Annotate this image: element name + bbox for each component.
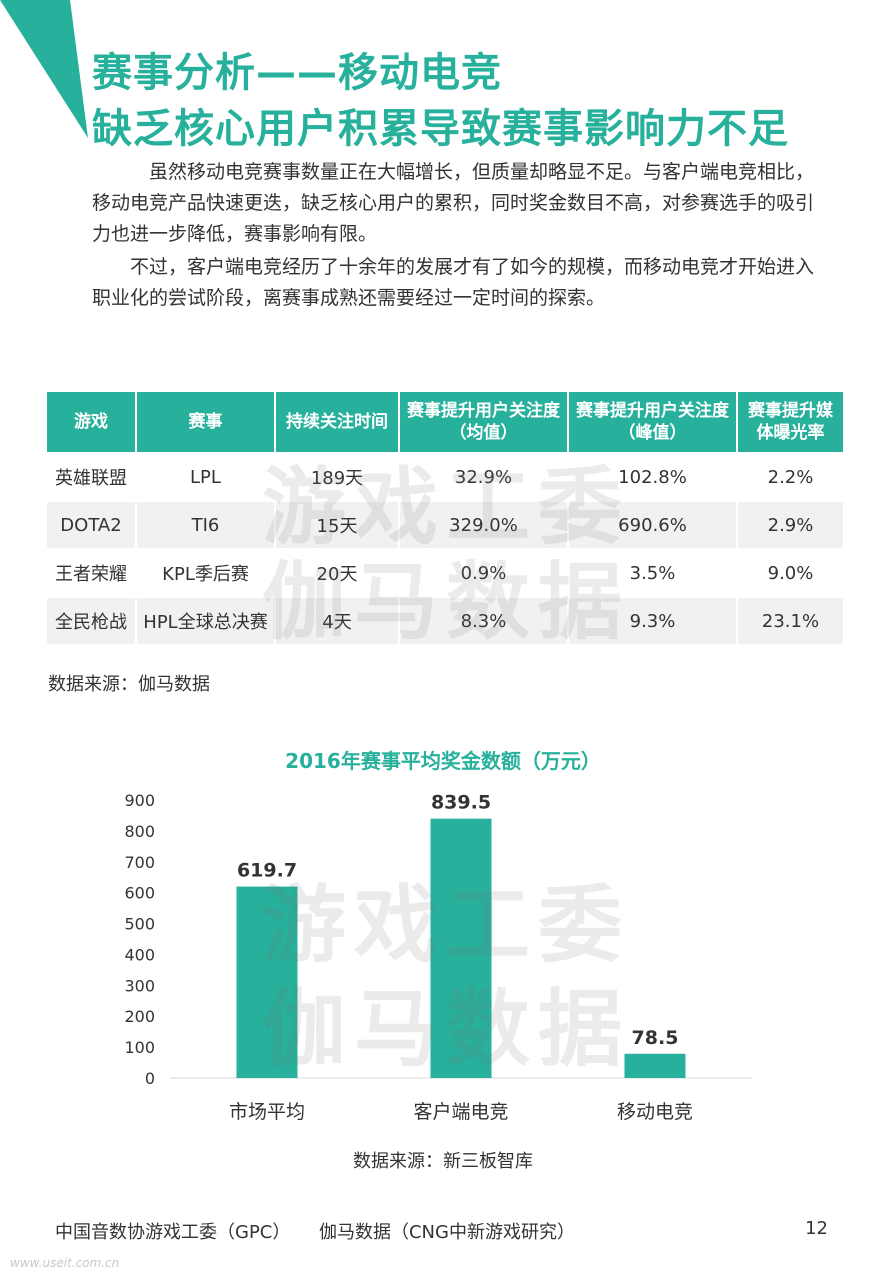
cell-avg: 329.0% — [400, 502, 567, 548]
corner-triangle-decoration — [0, 0, 88, 138]
y-tick-label: 400 — [124, 945, 155, 964]
cell-avg: 0.9% — [460, 562, 507, 584]
cell-duration: 189天 — [310, 468, 364, 489]
table-row: 英雄联盟 LPL 189天 32.9% 102.8% 2.2% — [47, 454, 843, 500]
x-axis-labels: 市场平均 客户端电竞 移动电竞 — [229, 1101, 693, 1123]
cell-avg: 8.3% — [400, 598, 567, 644]
bar-value-label: 619.7 — [237, 860, 297, 882]
bar — [624, 1053, 686, 1078]
table-source-note: 数据来源：伽马数据 — [48, 674, 210, 695]
y-axis-ticks: 0 100 200 300 400 500 600 700 800 900 — [124, 791, 155, 1088]
footer-organization: 中国音数协游戏工委（GPC） 伽马数据（CNG中新游戏研究） — [55, 1222, 575, 1243]
page-number: 12 — [805, 1218, 828, 1239]
header-attention-avg: 赛事提升用户关注度（均值） — [400, 392, 567, 452]
esports-impact-table: 游戏 赛事 持续关注时间 赛事提升用户关注度（均值） 赛事提升用户关注度（峰值）… — [45, 390, 845, 646]
header-event: 赛事 — [137, 392, 274, 452]
bar — [430, 818, 492, 1078]
bar — [236, 886, 298, 1078]
intro-paragraph-1: 虽然移动电竞赛事数量正在大幅增长，但质量却略显不足。与客户端电竞相比，移动电竞产… — [92, 161, 815, 245]
cell-peak: 690.6% — [569, 502, 736, 548]
cell-game: DOTA2 — [47, 502, 135, 548]
cell-event: KPL季后赛 — [162, 564, 249, 585]
cell-exposure: 2.9% — [738, 502, 843, 548]
intro-paragraph-2: 不过，客户端电竞经历了十余年的发展才有了如今的规模，而移动电竞才开始进入职业化的… — [92, 256, 815, 309]
y-tick-label: 500 — [124, 915, 155, 934]
cell-duration: 15天 — [276, 502, 398, 548]
cell-exposure: 23.1% — [738, 598, 843, 644]
y-tick-label: 800 — [124, 822, 155, 841]
cell-event: LPL — [190, 466, 221, 488]
chart-title: 2016年赛事平均奖金数额（万元） — [285, 749, 601, 773]
cell-peak: 9.3% — [569, 598, 736, 644]
header-game: 游戏 — [47, 392, 135, 452]
y-tick-label: 300 — [124, 976, 155, 995]
page-title: 赛事分析——移动电竞 — [92, 50, 502, 96]
cell-game: 王者荣耀 — [55, 564, 127, 585]
table-header-row: 游戏 赛事 持续关注时间 赛事提升用户关注度（均值） 赛事提升用户关注度（峰值）… — [47, 392, 843, 452]
cell-game: 英雄联盟 — [55, 468, 127, 489]
cell-peak: 102.8% — [618, 466, 687, 488]
bar-value-label: 78.5 — [632, 1027, 679, 1049]
cell-game: 全民枪战 — [47, 598, 135, 644]
chart-source-note: 数据来源：新三板智库 — [353, 1151, 533, 1172]
page-subtitle: 缺乏核心用户积累导致赛事影响力不足 — [92, 106, 789, 152]
bar-data-labels: 619.7 839.5 78.5 — [237, 792, 679, 1049]
site-watermark: www.useit.com.cn — [10, 1256, 120, 1270]
y-tick-label: 900 — [124, 791, 155, 810]
bar-series — [236, 818, 686, 1078]
cell-exposure: 9.0% — [767, 562, 814, 584]
x-category-label: 移动电竞 — [617, 1101, 693, 1123]
table-row: 王者荣耀 KPL季后赛 20天 0.9% 3.5% 9.0% — [47, 550, 843, 596]
y-tick-label: 700 — [124, 853, 155, 872]
cell-event: HPL全球总决赛 — [137, 598, 274, 644]
cell-exposure: 2.2% — [767, 466, 814, 488]
y-tick-label: 0 — [145, 1069, 155, 1088]
y-tick-label: 200 — [124, 1007, 155, 1026]
cell-event: TI6 — [137, 502, 274, 548]
x-category-label: 市场平均 — [229, 1101, 305, 1123]
table-row: 全民枪战 HPL全球总决赛 4天 8.3% 9.3% 23.1% — [47, 598, 843, 644]
bar-value-label: 839.5 — [431, 792, 491, 814]
cell-duration: 4天 — [276, 598, 398, 644]
header-attention-peak: 赛事提升用户关注度（峰值） — [569, 392, 736, 452]
y-tick-label: 600 — [124, 884, 155, 903]
cell-duration: 20天 — [316, 564, 358, 585]
header-attention-duration: 持续关注时间 — [276, 392, 398, 452]
table-row: DOTA2 TI6 15天 329.0% 690.6% 2.9% — [47, 502, 843, 548]
cell-peak: 3.5% — [629, 562, 676, 584]
y-tick-label: 100 — [124, 1038, 155, 1057]
cell-avg: 32.9% — [454, 466, 513, 488]
prize-bar-chart: 2016年赛事平均奖金数额（万元） 0 100 200 300 400 500 600 700… — [124, 749, 752, 1123]
header-media-exposure: 赛事提升媒体曝光率 — [738, 392, 843, 452]
x-category-label: 客户端电竞 — [413, 1101, 508, 1123]
